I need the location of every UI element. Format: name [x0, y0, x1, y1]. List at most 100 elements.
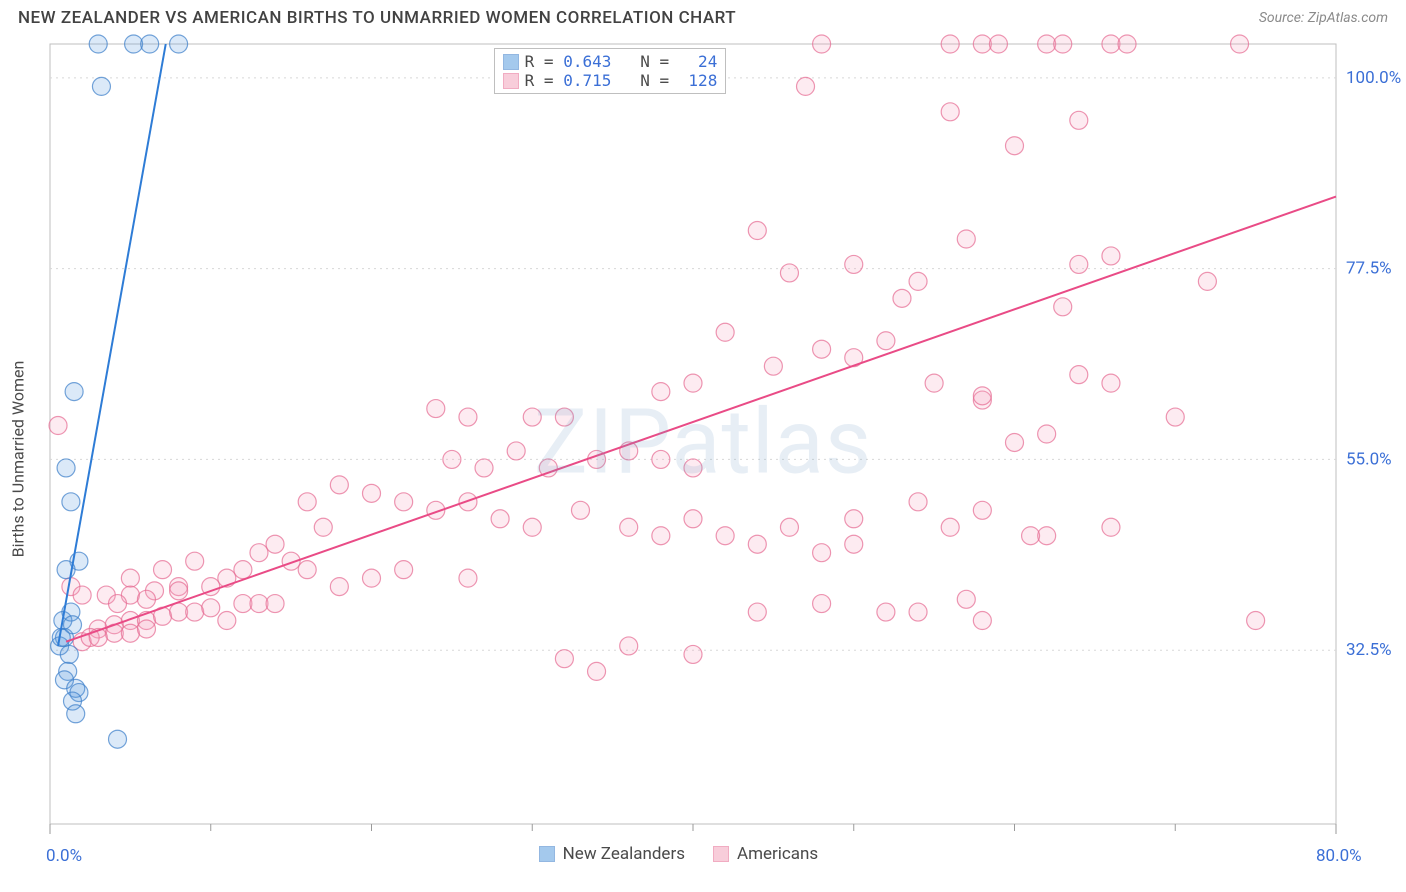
am-point [748, 535, 766, 553]
am-point [507, 442, 525, 460]
chart-title: NEW ZEALANDER VS AMERICAN BIRTHS TO UNMA… [18, 8, 736, 28]
am-point [202, 599, 220, 617]
nz-point [57, 459, 75, 477]
am-point [1102, 247, 1120, 265]
am-point [1198, 272, 1216, 290]
am-point [909, 603, 927, 621]
am-point [909, 272, 927, 290]
legend-row-am: R = 0.715 N = 128 [503, 71, 718, 90]
nz-point [89, 35, 107, 53]
legend-row-nz: R = 0.643 N = 24 [503, 52, 718, 71]
am-point [1054, 35, 1072, 53]
am-point [1070, 111, 1088, 129]
am-point [266, 595, 284, 613]
am-point [266, 535, 284, 553]
am-point [652, 527, 670, 545]
am-point [684, 645, 702, 663]
am-point [491, 510, 509, 528]
y-tick-label: 100.0% [1346, 68, 1401, 88]
am-point [764, 357, 782, 375]
am-point [1247, 612, 1265, 630]
nz-point [141, 35, 159, 53]
am-point [845, 255, 863, 273]
am-point [989, 35, 1007, 53]
y-tick-label: 77.5% [1346, 259, 1392, 279]
legend-label-nz: New Zealanders [563, 844, 685, 864]
x-tick-label-max: 80.0% [1316, 846, 1362, 866]
am-point [1038, 527, 1056, 545]
am-point [121, 569, 139, 587]
legend-stats-am: R = 0.715 N = 128 [525, 71, 718, 90]
am-point [652, 383, 670, 401]
am-point [973, 35, 991, 53]
legend-stats-nz: R = 0.643 N = 24 [525, 52, 718, 71]
am-point [443, 450, 461, 468]
am-point [813, 340, 831, 358]
am-point [137, 620, 155, 638]
am-point [49, 417, 67, 435]
am-point [620, 518, 638, 536]
am-point [973, 387, 991, 405]
am-point [748, 222, 766, 240]
am-point [780, 264, 798, 282]
am-point [684, 374, 702, 392]
nz-point [92, 77, 110, 95]
am-point [234, 595, 252, 613]
am-point [877, 603, 895, 621]
y-axis-label: Births to Unmarried Women [9, 361, 28, 558]
am-point [395, 493, 413, 511]
am-point [893, 289, 911, 307]
x-tick-label-min: 0.0% [46, 846, 82, 866]
am-point [877, 332, 895, 350]
am-point [475, 459, 493, 477]
y-tick-label: 32.5% [1346, 640, 1392, 660]
am-point [154, 561, 172, 579]
legend-swatch-am [713, 846, 729, 862]
am-point [121, 624, 139, 642]
am-point [170, 603, 188, 621]
am-point [298, 561, 316, 579]
legend-swatch-nz [503, 54, 519, 70]
am-point [620, 637, 638, 655]
am-point [797, 77, 815, 95]
am-point [813, 35, 831, 53]
am-point [1006, 433, 1024, 451]
am-point [571, 501, 589, 519]
am-point [459, 569, 477, 587]
am-point [1102, 35, 1120, 53]
am-point [957, 590, 975, 608]
am-point [973, 612, 991, 630]
am-point [1054, 298, 1072, 316]
am-point [1231, 35, 1249, 53]
am-point [314, 518, 332, 536]
am-point [1102, 374, 1120, 392]
nz-point [65, 383, 83, 401]
am-point [298, 493, 316, 511]
am-point [1022, 527, 1040, 545]
am-point [973, 501, 991, 519]
legend-swatch-nz [539, 846, 555, 862]
legend-item-nz: New Zealanders [539, 844, 685, 864]
am-point [250, 544, 268, 562]
nz-trend-line [58, 44, 166, 646]
am-point [1118, 35, 1136, 53]
am-point [1006, 137, 1024, 155]
am-point [330, 476, 348, 494]
am-point [1070, 366, 1088, 384]
am-point [1102, 518, 1120, 536]
chart-header: NEW ZEALANDER VS AMERICAN BIRTHS TO UNMA… [0, 0, 1406, 34]
am-point [330, 578, 348, 596]
am-point [137, 590, 155, 608]
am-point [109, 595, 127, 613]
am-point [234, 561, 252, 579]
chart-area: Births to Unmarried Women ZIPatlas 32.5%… [0, 34, 1406, 884]
am-point [170, 582, 188, 600]
am-point [941, 35, 959, 53]
legend-label-am: Americans [737, 844, 818, 864]
am-point [186, 603, 204, 621]
am-point [845, 510, 863, 528]
am-point [73, 586, 91, 604]
am-point [684, 459, 702, 477]
am-point [395, 561, 413, 579]
am-trend-line [66, 197, 1336, 642]
